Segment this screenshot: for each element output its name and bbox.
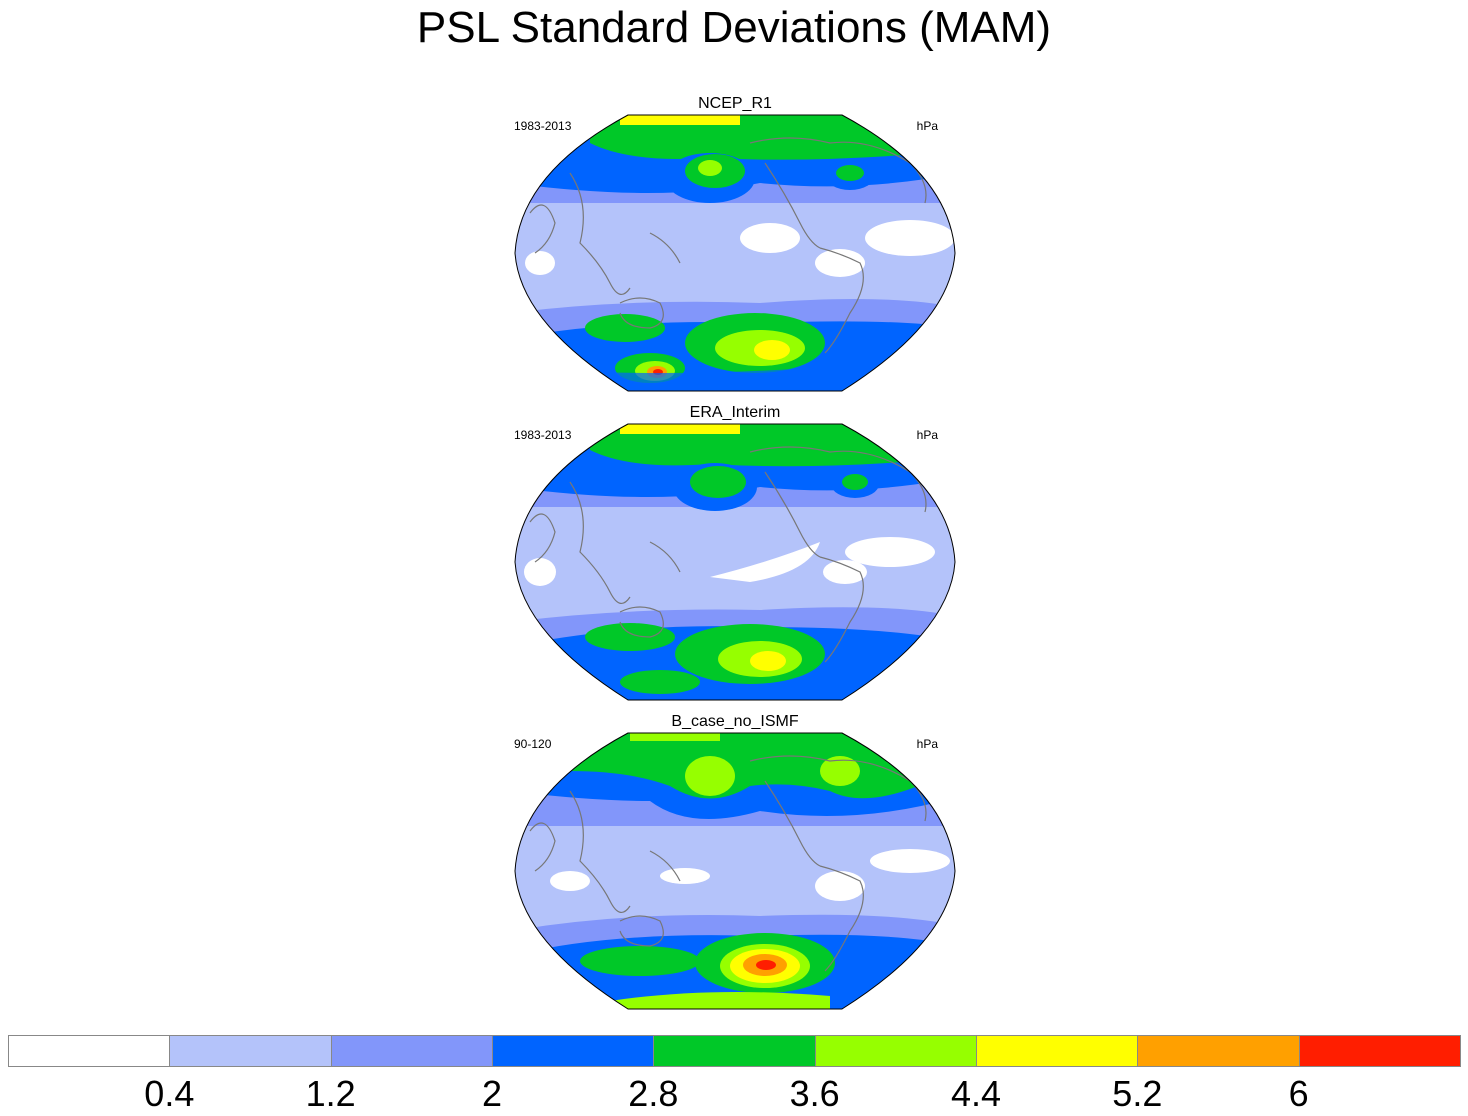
colorbar-label: 5.2 [1112, 1073, 1163, 1114]
map-panel-ncep: NCEP_R1 1983-2013 hPa [510, 95, 960, 395]
colorbar [8, 1035, 1461, 1069]
panel-period: 1983-2013 [514, 428, 572, 442]
colorbar-label: 4.4 [950, 1073, 1002, 1114]
map-era [514, 423, 956, 701]
colorbar-label: 2.8 [628, 1073, 679, 1114]
psl-field [515, 733, 955, 1009]
colorbar-box [492, 1035, 655, 1067]
map-panel-bcase: B_case_no_ISMF 90-120 hPa [510, 713, 960, 1013]
map-ncep [514, 114, 956, 392]
colorbar-label: 6 [1288, 1073, 1309, 1114]
colorbar-box [169, 1035, 332, 1067]
colorbar-box [976, 1035, 1139, 1067]
colorbar-box [1137, 1035, 1300, 1067]
figure-title: PSL Standard Deviations (MAM) [416, 3, 1052, 52]
colorbar-label: 2 [481, 1073, 503, 1114]
panel-period: 1983-2013 [514, 119, 572, 133]
colorbar-box [814, 1035, 977, 1067]
coastlines [529, 755, 927, 972]
colorbar-box [653, 1035, 816, 1067]
panel-title: B_case_no_ISMF [671, 713, 799, 730]
map-bcase [514, 732, 956, 1010]
panel-title: NCEP_R1 [698, 95, 772, 112]
panel-units: hPa [916, 737, 938, 751]
colorbar-label: 1.2 [305, 1073, 356, 1114]
colorbar-box [330, 1035, 493, 1067]
psl-field [515, 424, 955, 700]
colorbar-label: 0.4 [144, 1073, 195, 1114]
coastlines [529, 137, 927, 354]
map-panel-era: ERA_Interim 1983-2013 hPa [510, 404, 960, 704]
coastlines [529, 446, 927, 663]
panel-period: 90-120 [514, 737, 552, 751]
panel-title: ERA_Interim [689, 404, 781, 421]
panel-units: hPa [916, 119, 938, 133]
colorbar-label: 3.6 [789, 1073, 840, 1114]
psl-field [515, 115, 955, 391]
panel-units: hPa [916, 428, 938, 442]
colorbar-box [8, 1035, 171, 1067]
colorbar-box [1298, 1035, 1461, 1067]
